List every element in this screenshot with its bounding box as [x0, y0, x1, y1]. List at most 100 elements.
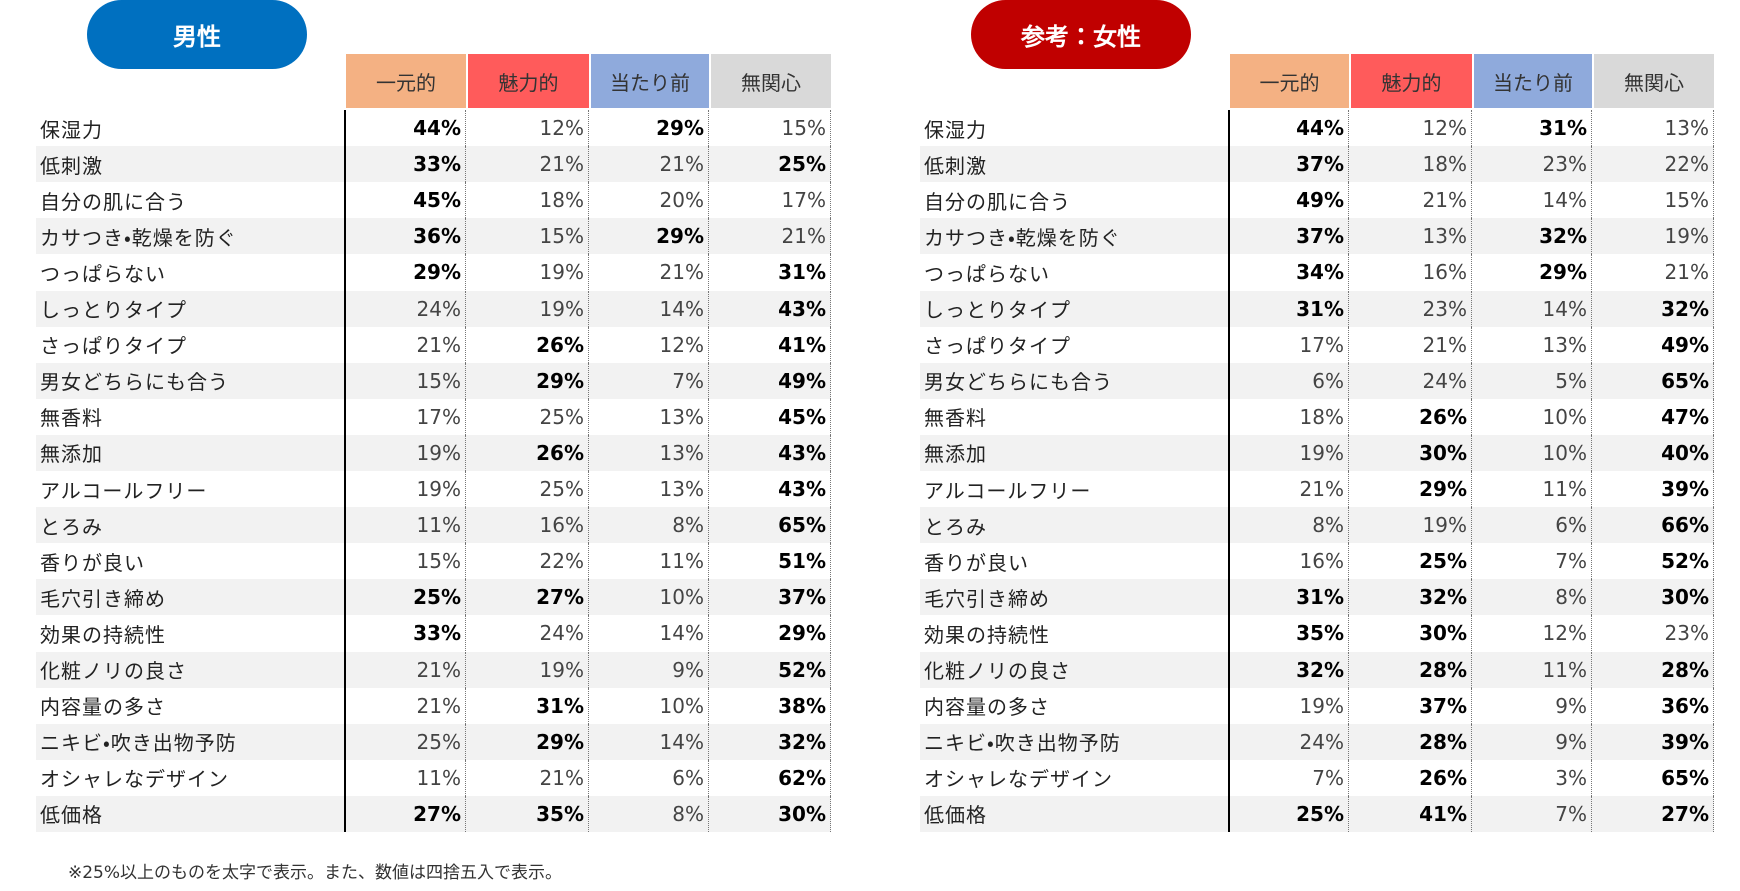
value-cell: 29% — [468, 362, 589, 399]
value-cell: 21% — [1351, 182, 1472, 219]
value-cell: 9% — [591, 651, 709, 688]
value-cell: 25% — [711, 146, 831, 183]
value-cell: 31% — [1474, 110, 1592, 147]
row-band — [920, 362, 1714, 399]
value-cell: 26% — [468, 326, 589, 363]
row-label: アルコールフリー — [40, 478, 208, 503]
column-header: 一元的 — [346, 54, 466, 108]
row-label: しっとりタイプ — [924, 298, 1071, 323]
value-cell: 49% — [1230, 182, 1349, 219]
value-cell: 29% — [711, 615, 831, 652]
row-label: 低刺激 — [924, 153, 987, 178]
value-cell: 21% — [468, 759, 589, 796]
value-cell: 37% — [1230, 146, 1349, 183]
value-cell: 17% — [1230, 326, 1349, 363]
row-label: ニキビ・吹き出物予防 — [40, 731, 237, 756]
value-cell: 32% — [1474, 218, 1592, 255]
row-label: 保湿力 — [924, 117, 987, 142]
value-cell: 52% — [711, 651, 831, 688]
value-cell: 24% — [468, 615, 589, 652]
value-cell: 19% — [1230, 687, 1349, 724]
value-cell: 31% — [1230, 290, 1349, 327]
row-label: 自分の肌に合う — [924, 189, 1071, 214]
value-cell: 29% — [1351, 471, 1472, 508]
value-cell: 26% — [1351, 759, 1472, 796]
value-cell: 8% — [1474, 579, 1592, 616]
value-cell: 19% — [1594, 218, 1714, 255]
value-cell: 44% — [346, 110, 466, 147]
value-cell: 14% — [591, 615, 709, 652]
value-cell: 10% — [591, 687, 709, 724]
value-cell: 11% — [1474, 471, 1592, 508]
value-cell: 21% — [591, 254, 709, 291]
value-cell: 11% — [346, 507, 466, 544]
value-cell: 5% — [1474, 362, 1592, 399]
row-label: 無添加 — [40, 442, 103, 467]
value-cell: 41% — [1351, 795, 1472, 832]
table-title: 参考：女性 — [971, 0, 1191, 69]
row-band — [920, 579, 1714, 616]
value-cell: 16% — [468, 507, 589, 544]
value-cell: 37% — [1351, 687, 1472, 724]
row-label: つっぱらない — [924, 261, 1050, 286]
value-cell: 19% — [468, 651, 589, 688]
value-cell: 19% — [468, 290, 589, 327]
value-cell: 37% — [1230, 218, 1349, 255]
value-cell: 32% — [711, 723, 831, 760]
value-cell: 41% — [711, 326, 831, 363]
value-cell: 45% — [711, 398, 831, 435]
value-cell: 35% — [468, 795, 589, 832]
column-header: 魅力的 — [468, 54, 589, 108]
value-cell: 3% — [1474, 759, 1592, 796]
value-cell: 24% — [1351, 362, 1472, 399]
row-label: 化粧ノリの良さ — [924, 659, 1071, 684]
value-cell: 12% — [591, 326, 709, 363]
row-label: カサつき・乾燥を防ぐ — [40, 225, 237, 250]
value-cell: 33% — [346, 146, 466, 183]
row-band — [36, 362, 831, 399]
value-cell: 7% — [591, 362, 709, 399]
value-cell: 33% — [346, 615, 466, 652]
value-cell: 21% — [468, 146, 589, 183]
row-label: つっぱらない — [40, 261, 166, 286]
value-cell: 19% — [346, 471, 466, 508]
value-cell: 17% — [711, 182, 831, 219]
row-label: 効果の持続性 — [924, 622, 1050, 647]
value-cell: 30% — [1351, 615, 1472, 652]
value-cell: 52% — [1594, 543, 1714, 580]
value-cell: 28% — [1594, 651, 1714, 688]
value-cell: 14% — [591, 290, 709, 327]
row-band — [920, 723, 1714, 760]
value-cell: 8% — [1230, 507, 1349, 544]
row-band — [36, 795, 831, 832]
value-cell: 25% — [468, 471, 589, 508]
value-cell: 14% — [591, 723, 709, 760]
value-cell: 37% — [711, 579, 831, 616]
value-cell: 34% — [1230, 254, 1349, 291]
value-cell: 25% — [468, 398, 589, 435]
value-cell: 16% — [1230, 543, 1349, 580]
value-cell: 11% — [1474, 651, 1592, 688]
row-label: しっとりタイプ — [40, 298, 187, 323]
row-label: 男女どちらにも合う — [40, 370, 229, 395]
value-cell: 13% — [1351, 218, 1472, 255]
value-cell: 27% — [1594, 795, 1714, 832]
value-cell: 12% — [468, 110, 589, 147]
value-cell: 30% — [1351, 434, 1472, 471]
value-cell: 23% — [1594, 615, 1714, 652]
value-cell: 15% — [346, 362, 466, 399]
row-label: 内容量の多さ — [924, 695, 1050, 720]
row-label: さっぱりタイプ — [40, 334, 187, 359]
value-cell: 36% — [1594, 687, 1714, 724]
row-band — [920, 795, 1714, 832]
value-cell: 15% — [468, 218, 589, 255]
value-cell: 27% — [346, 795, 466, 832]
value-cell: 29% — [591, 110, 709, 147]
value-cell: 21% — [591, 146, 709, 183]
value-cell: 29% — [468, 723, 589, 760]
row-label: カサつき・乾燥を防ぐ — [924, 225, 1121, 250]
row-label: 自分の肌に合う — [40, 189, 187, 214]
value-cell: 30% — [1594, 579, 1714, 616]
value-cell: 21% — [1594, 254, 1714, 291]
